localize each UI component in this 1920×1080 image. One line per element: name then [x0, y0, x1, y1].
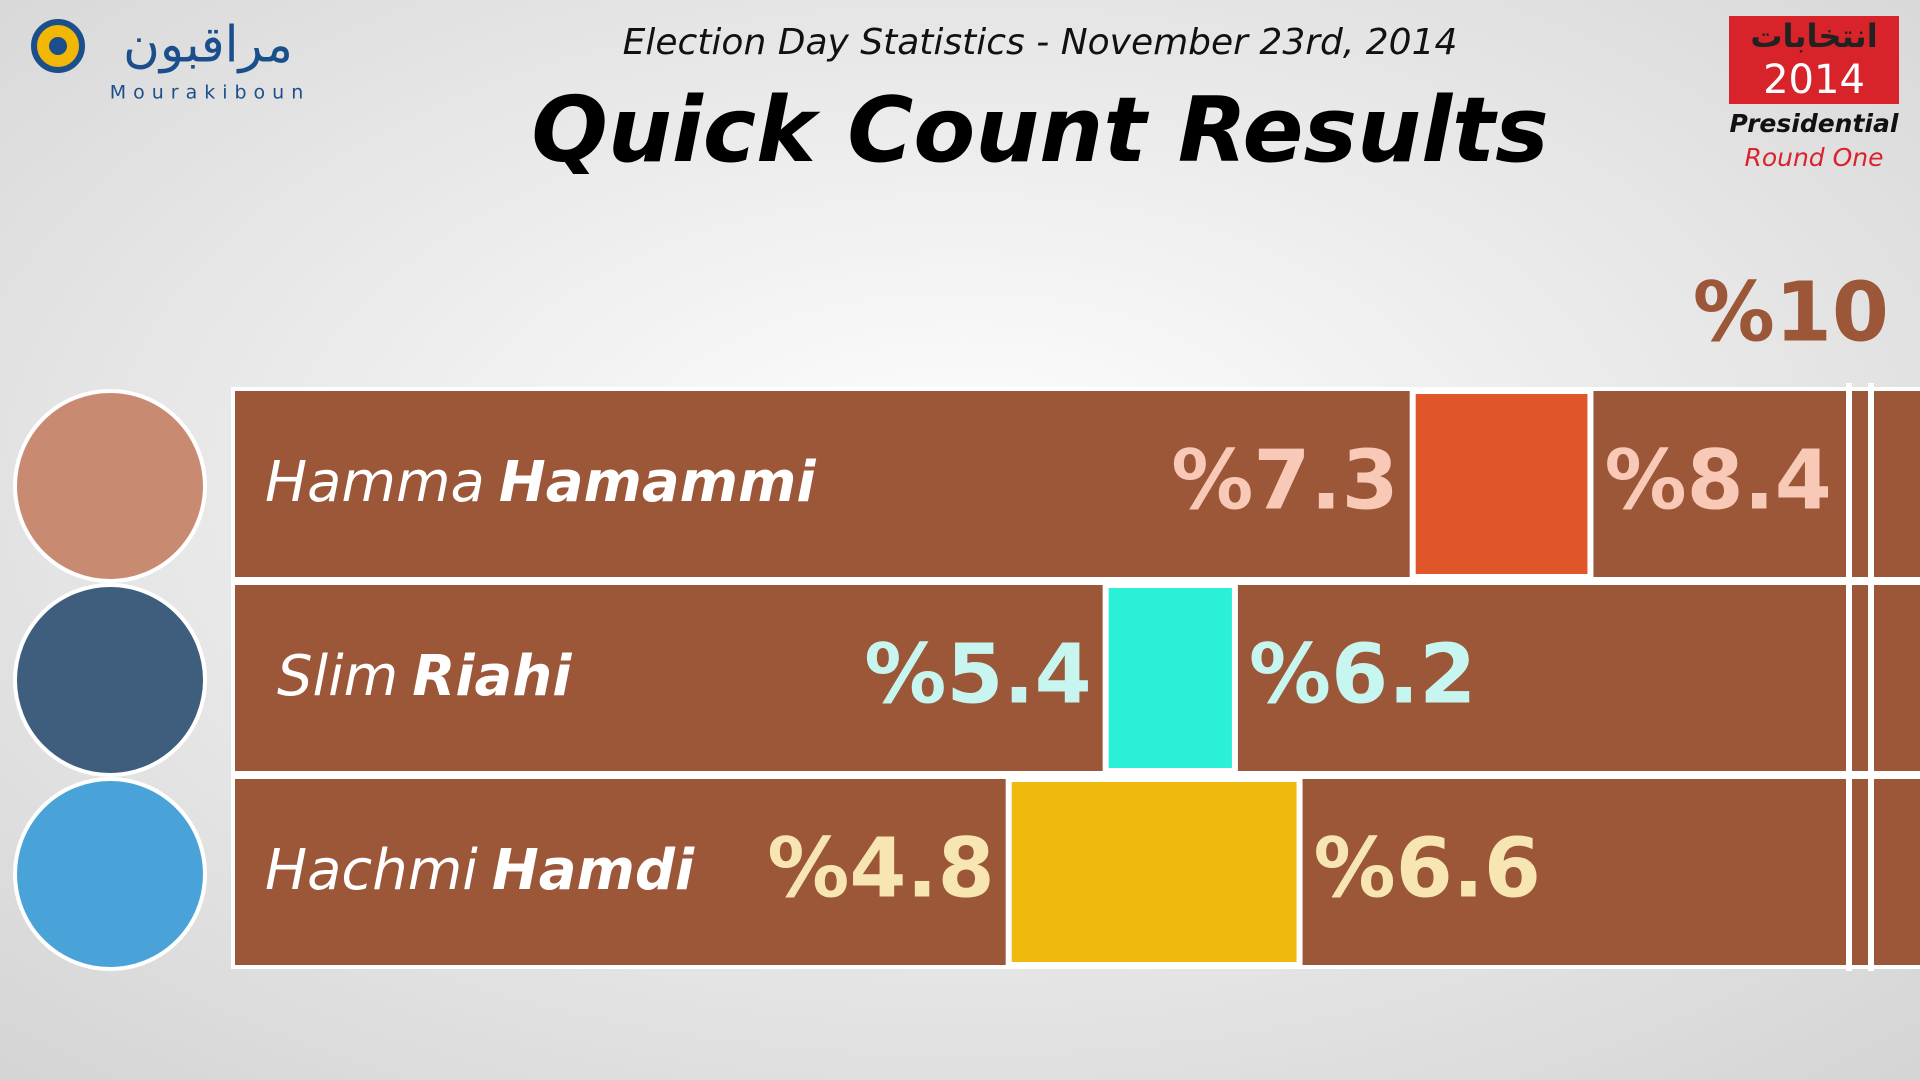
candidate-photo [13, 583, 207, 777]
chart-subtitle: Election Day Statistics - November 23rd,… [623, 22, 1458, 63]
logo-pupil [49, 37, 67, 55]
low-label: %4.8 [767, 821, 994, 916]
first-name: Hachmi [265, 838, 478, 903]
badge-year: 2014 [1763, 57, 1865, 103]
candidate-name: Hamma Hamammi [265, 450, 816, 515]
badge-arabic: انتخابات [1750, 17, 1877, 55]
high-label: %6.6 [1314, 821, 1541, 916]
range-box [1409, 388, 1594, 580]
candidate-photo [13, 777, 207, 971]
badge-election: Presidential [1730, 109, 1899, 138]
badge-box [1729, 16, 1899, 104]
last-name: Riahi [412, 644, 572, 709]
low-label: %7.3 [1171, 433, 1398, 528]
chart-title: Quick Count Results [531, 78, 1548, 183]
last-name: Hamdi [492, 838, 695, 903]
first-name: Slim [277, 644, 398, 709]
low-label: %5.4 [864, 627, 1091, 722]
election-badge: انتخابات 2014 Presidential Round One [1729, 16, 1899, 172]
high-label: %6.2 [1249, 627, 1476, 722]
last-name: Hamammi [499, 450, 817, 515]
candidate-name: Slim Riahi [277, 644, 572, 709]
high-label: %8.4 [1604, 433, 1831, 528]
row-bar [231, 581, 1920, 775]
range-box [1005, 776, 1303, 968]
logo-arabic: مراقبون [123, 16, 293, 74]
candidate-name: Hachmi Hamdi [265, 838, 695, 903]
x-tick-label: %10 [1693, 265, 1889, 360]
range-box [1102, 582, 1238, 774]
first-name: Hamma [265, 450, 485, 515]
logo: مراقبون Mourakiboun [31, 16, 311, 104]
badge-round: Round One [1744, 143, 1883, 172]
row-bar [231, 387, 1920, 581]
logo-latin: Mourakiboun [110, 82, 311, 104]
candidate-photo [13, 389, 207, 583]
